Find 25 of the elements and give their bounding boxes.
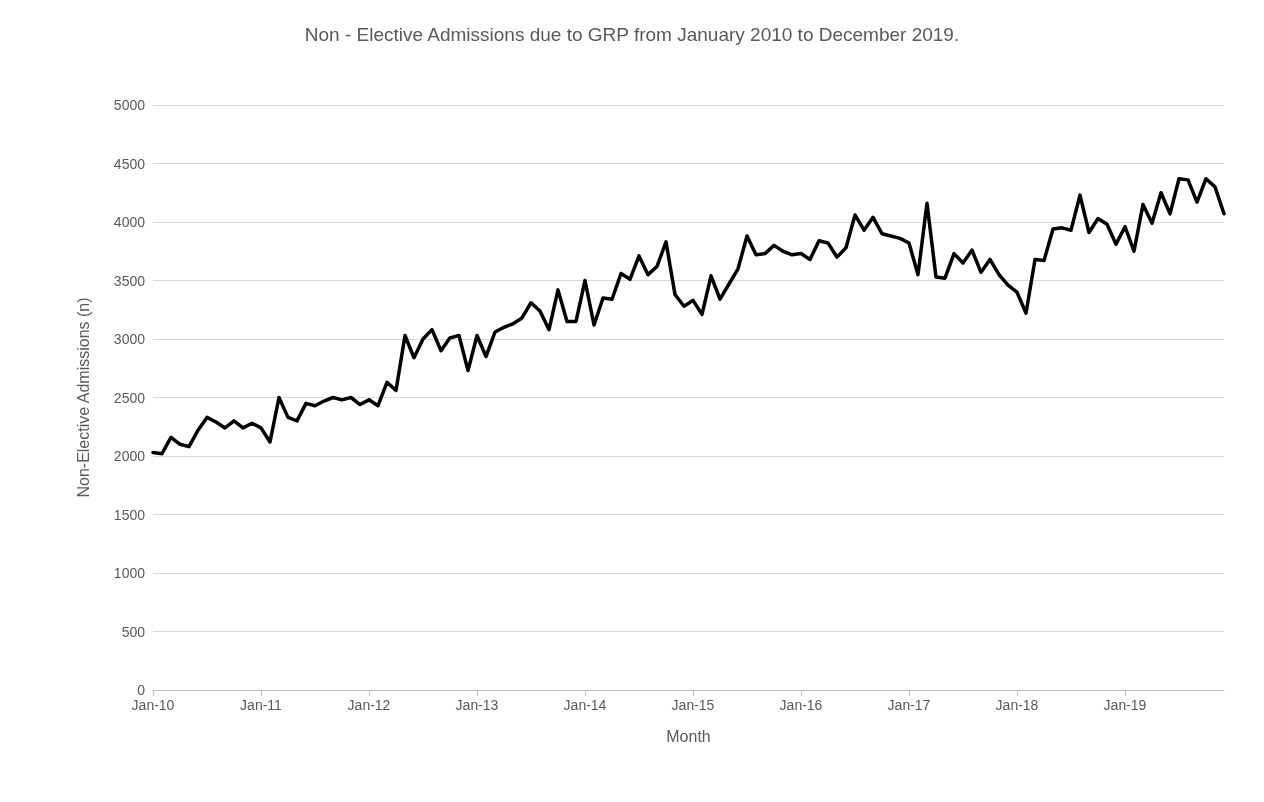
line-series bbox=[151, 176, 1226, 456]
y-tick-label: 3500 bbox=[113, 272, 146, 289]
x-tick-label: Jan-10 bbox=[131, 697, 175, 713]
x-tick-label: Jan-18 bbox=[995, 697, 1039, 713]
y-tick-label: 4500 bbox=[113, 155, 146, 172]
x-tick-label: Jan-12 bbox=[347, 697, 391, 713]
y-tick-label: 4000 bbox=[113, 214, 146, 230]
x-tick-label: Jan-14 bbox=[563, 697, 607, 713]
y-tick-label: 0 bbox=[137, 682, 146, 698]
x-tick-label: Jan-19 bbox=[1103, 697, 1147, 713]
y-axis-title: Non-Elective Admissions (n) bbox=[74, 297, 92, 498]
y-tick-label: 2000 bbox=[113, 448, 146, 464]
x-tick-label: Jan-17 bbox=[887, 697, 931, 713]
y-tick-label: 2500 bbox=[113, 389, 146, 406]
y-tick-label: 1500 bbox=[113, 506, 146, 523]
y-tick-label: 1000 bbox=[113, 565, 146, 581]
y-tick-label: 3000 bbox=[113, 331, 146, 347]
chart-title: Non - Elective Admissions due to GRP from January 2010 to December 2019. bbox=[304, 24, 960, 45]
x-tick-label: Jan-11 bbox=[240, 697, 283, 713]
x-tick-label: Jan-15 bbox=[671, 697, 715, 713]
y-tick-label: 500 bbox=[121, 623, 146, 640]
y-tick-label: 5000 bbox=[113, 97, 146, 113]
x-tick-label: Jan-16 bbox=[779, 697, 823, 713]
x-tick-label: Jan-13 bbox=[455, 697, 499, 713]
x-axis-title: Month bbox=[666, 727, 711, 745]
